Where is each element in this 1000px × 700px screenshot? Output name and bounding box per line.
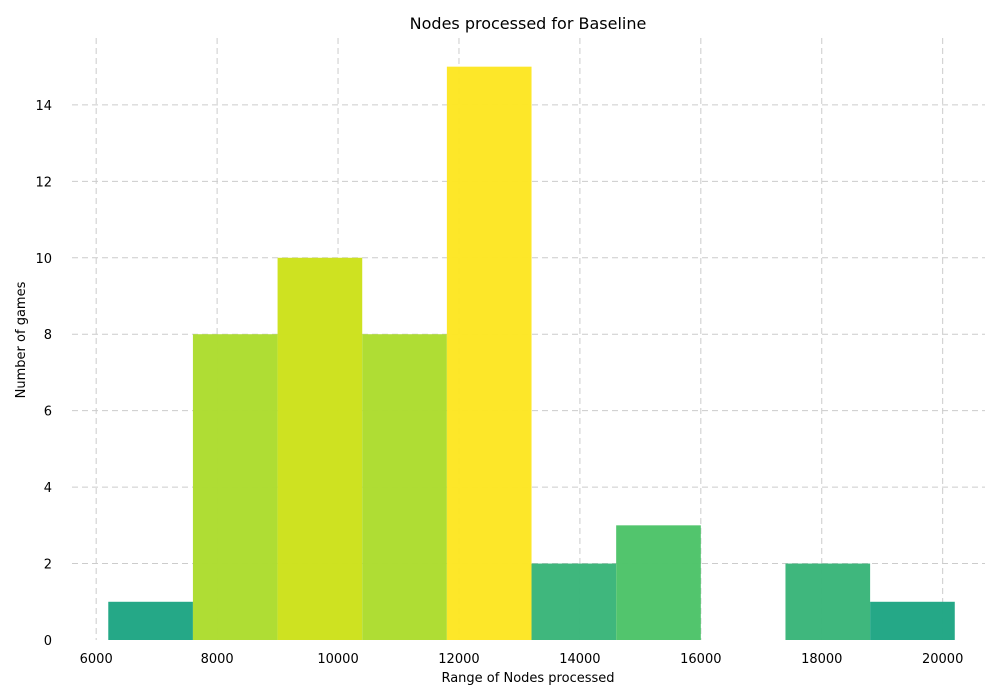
y-tick-label: 4 bbox=[44, 481, 52, 496]
x-tick-label: 10000 bbox=[317, 652, 358, 667]
y-tick-label: 6 bbox=[44, 405, 52, 420]
x-tick-label: 18000 bbox=[801, 652, 842, 667]
histogram-bar bbox=[616, 525, 701, 640]
histogram-bar bbox=[870, 601, 955, 640]
histogram-bar bbox=[362, 334, 447, 640]
x-tick-label: 8000 bbox=[201, 652, 234, 667]
x-tick-label: 6000 bbox=[80, 652, 113, 667]
chart-title: Nodes processed for Baseline bbox=[410, 14, 647, 33]
histogram-bar bbox=[446, 66, 532, 640]
bar-layer bbox=[108, 66, 955, 640]
x-tick-label: 16000 bbox=[680, 652, 721, 667]
y-tick-label: 8 bbox=[44, 328, 52, 343]
tick-layer: 6000 8000 10000 12000 14000 16000 18000 20000 0 2… bbox=[35, 99, 963, 667]
histogram-bar bbox=[531, 563, 617, 640]
y-tick-label: 12 bbox=[35, 175, 52, 190]
histogram-bar bbox=[108, 601, 193, 640]
y-tick-label: 2 bbox=[44, 558, 52, 573]
y-tick-label: 10 bbox=[35, 252, 52, 267]
histogram-bar bbox=[192, 334, 278, 640]
y-tick-label: 14 bbox=[35, 99, 52, 114]
x-axis-label: Range of Nodes processed bbox=[441, 671, 614, 686]
y-tick-label: 0 bbox=[44, 634, 52, 649]
x-tick-label: 12000 bbox=[438, 652, 479, 667]
y-axis-label: Number of games bbox=[14, 281, 29, 398]
histogram-bar bbox=[785, 563, 871, 640]
x-tick-label: 14000 bbox=[559, 652, 600, 667]
histogram-bar bbox=[277, 257, 363, 640]
x-tick-label: 20000 bbox=[922, 652, 963, 667]
